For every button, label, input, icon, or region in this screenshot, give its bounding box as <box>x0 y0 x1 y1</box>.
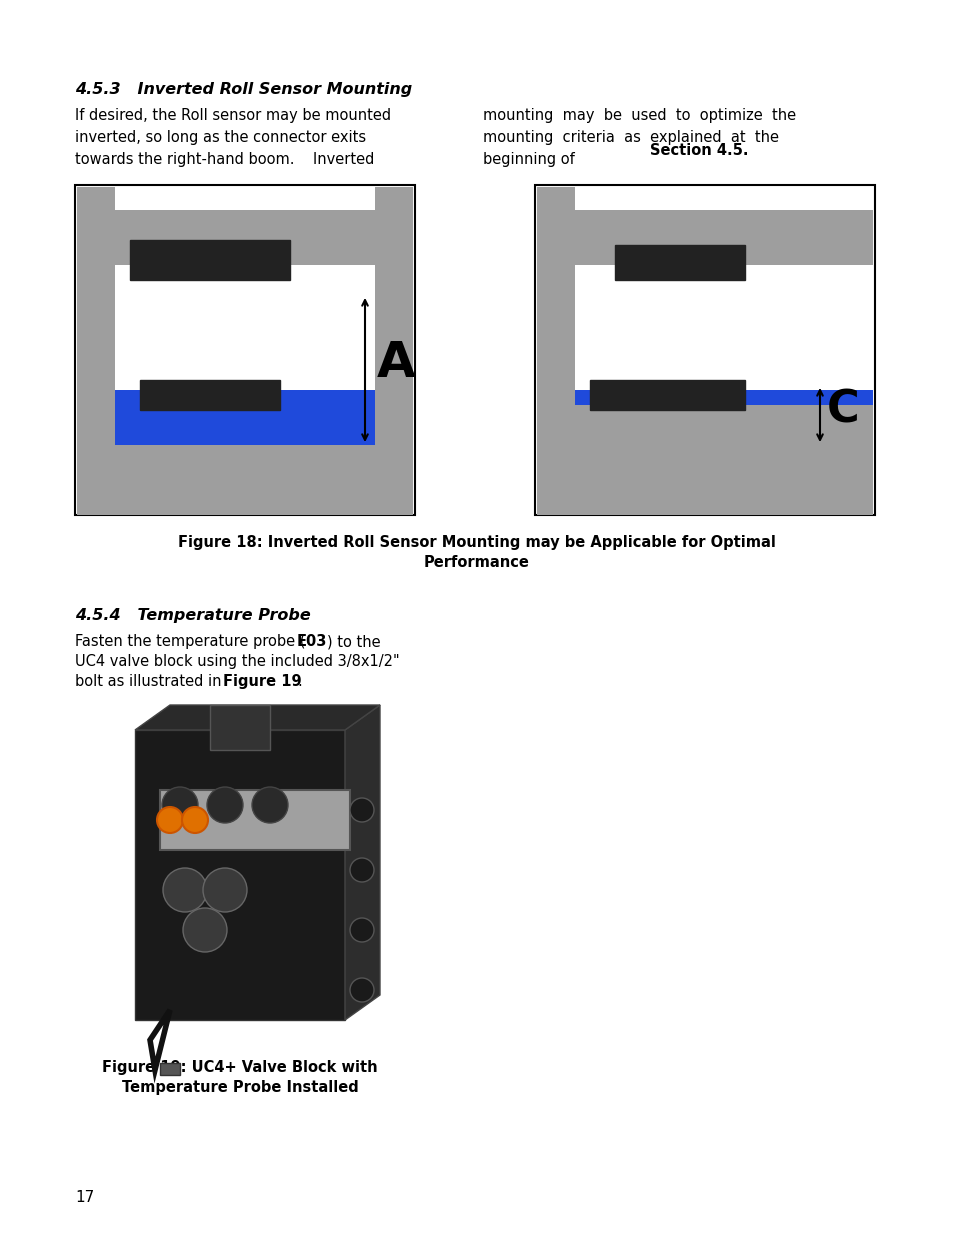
Text: 4.5.3   Inverted Roll Sensor Mounting: 4.5.3 Inverted Roll Sensor Mounting <box>75 82 412 98</box>
Text: Figure 19: UC4+ Valve Block with: Figure 19: UC4+ Valve Block with <box>102 1060 377 1074</box>
Text: Performance: Performance <box>424 555 529 571</box>
Polygon shape <box>135 705 379 730</box>
Bar <box>589 380 744 410</box>
Text: Temperature Probe Installed: Temperature Probe Installed <box>121 1079 358 1095</box>
Bar <box>130 240 290 280</box>
Bar <box>537 405 872 515</box>
Text: C: C <box>826 389 859 431</box>
Text: Figure 19: Figure 19 <box>223 674 301 689</box>
Bar <box>75 185 415 515</box>
Bar <box>375 186 413 515</box>
Bar <box>160 790 350 850</box>
Circle shape <box>350 798 374 823</box>
Bar <box>77 335 413 405</box>
Circle shape <box>350 858 374 882</box>
Bar <box>537 390 872 445</box>
Text: A: A <box>376 338 416 387</box>
Circle shape <box>350 918 374 942</box>
Text: 4.5.4   Temperature Probe: 4.5.4 Temperature Probe <box>75 608 311 622</box>
Text: Section 4.5.: Section 4.5. <box>649 143 748 158</box>
Bar <box>615 245 744 280</box>
Text: 17: 17 <box>75 1191 94 1205</box>
Bar <box>537 186 575 515</box>
Bar <box>77 390 413 445</box>
Text: Fasten the temperature probe (: Fasten the temperature probe ( <box>75 634 305 650</box>
Bar <box>535 185 874 515</box>
Text: .: . <box>296 674 301 689</box>
Circle shape <box>183 908 227 952</box>
Bar <box>210 705 270 750</box>
Bar <box>77 266 413 405</box>
Text: E03: E03 <box>296 634 327 650</box>
Text: Figure 18: Inverted Roll Sensor Mounting may be Applicable for Optimal: Figure 18: Inverted Roll Sensor Mounting… <box>178 535 775 550</box>
Bar <box>537 210 872 266</box>
Circle shape <box>182 806 208 832</box>
Bar <box>77 210 413 266</box>
Circle shape <box>350 978 374 1002</box>
Circle shape <box>203 868 247 911</box>
Circle shape <box>207 787 243 823</box>
Text: mounting  may  be  used  to  optimize  the
mounting  criteria  as  explained  at: mounting may be used to optimize the mou… <box>482 107 796 168</box>
Circle shape <box>157 806 183 832</box>
Text: If desired, the Roll sensor may be mounted
inverted, so long as the connector ex: If desired, the Roll sensor may be mount… <box>75 107 391 168</box>
Text: ) to the: ) to the <box>327 634 380 650</box>
Bar <box>135 730 345 1020</box>
Circle shape <box>163 868 207 911</box>
Polygon shape <box>345 705 379 1020</box>
Text: UC4 valve block using the included 3/8x1/2": UC4 valve block using the included 3/8x1… <box>75 655 399 669</box>
Bar <box>140 380 280 410</box>
Bar <box>160 1063 180 1074</box>
Circle shape <box>252 787 288 823</box>
Text: bolt as illustrated in: bolt as illustrated in <box>75 674 226 689</box>
Circle shape <box>162 787 198 823</box>
Bar <box>77 186 115 515</box>
Bar <box>77 405 413 515</box>
